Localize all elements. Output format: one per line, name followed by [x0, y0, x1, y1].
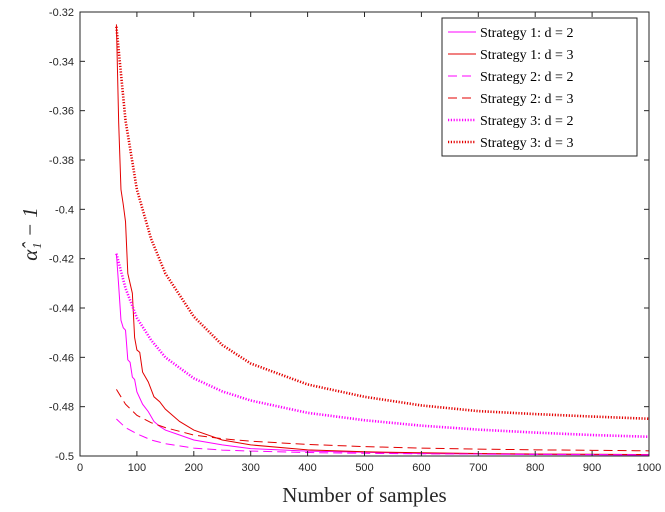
y-tick-label: -0.48 [49, 402, 74, 414]
x-tick-label: 800 [526, 462, 544, 474]
x-axis-label: Number of samples [282, 483, 446, 507]
y-tick-label: -0.5 [55, 451, 74, 463]
x-tick-label: 0 [77, 462, 83, 474]
legend-label-6: Strategy 3: d = 3 [480, 136, 573, 151]
legend-label-5: Strategy 3: d = 2 [480, 114, 573, 129]
y-tick-label: -0.42 [49, 254, 74, 266]
legend-label-1: Strategy 1: d = 2 [480, 26, 573, 41]
series-line-6 [115, 26, 650, 421]
y-tick-label: -0.34 [49, 56, 74, 68]
x-tick-label: 600 [412, 462, 430, 474]
x-tick-label: 400 [298, 462, 316, 474]
legend: Strategy 1: d = 2 Strategy 1: d = 3 Strate… [441, 17, 638, 157]
y-tick-label: -0.46 [49, 352, 74, 364]
series-line-2 [115, 24, 650, 456]
x-tick-label: 100 [128, 462, 146, 474]
legend-label-2: Strategy 1: d = 3 [480, 48, 573, 63]
x-tick-label: 500 [355, 462, 373, 474]
y-tick-label: -0.44 [49, 303, 74, 315]
x-tick-label: 300 [242, 462, 260, 474]
y-tick-label: -0.36 [49, 106, 74, 118]
x-tick-label: 900 [583, 462, 601, 474]
y-axis-label: α̂₁ − 1 [18, 207, 42, 261]
x-tick-label: 700 [469, 462, 487, 474]
tick-layer: 0 100 200 300 400 500 600 700 800 900 1000 -0.5 -0.4… [49, 7, 661, 474]
series-line-5 [115, 253, 650, 439]
legend-label-4: Strategy 2: d = 3 [480, 92, 573, 107]
y-tick-label: -0.32 [49, 7, 74, 19]
x-tick-label: 1000 [637, 462, 661, 474]
x-tick-label: 200 [185, 462, 203, 474]
legend-box [441, 17, 638, 157]
legend-items: Strategy 1: d = 2 Strategy 1: d = 3 Strate… [448, 26, 573, 151]
legend-label-3: Strategy 2: d = 2 [480, 70, 573, 85]
y-tick-label: -0.38 [49, 155, 74, 167]
y-tick-label: -0.4 [55, 204, 74, 216]
